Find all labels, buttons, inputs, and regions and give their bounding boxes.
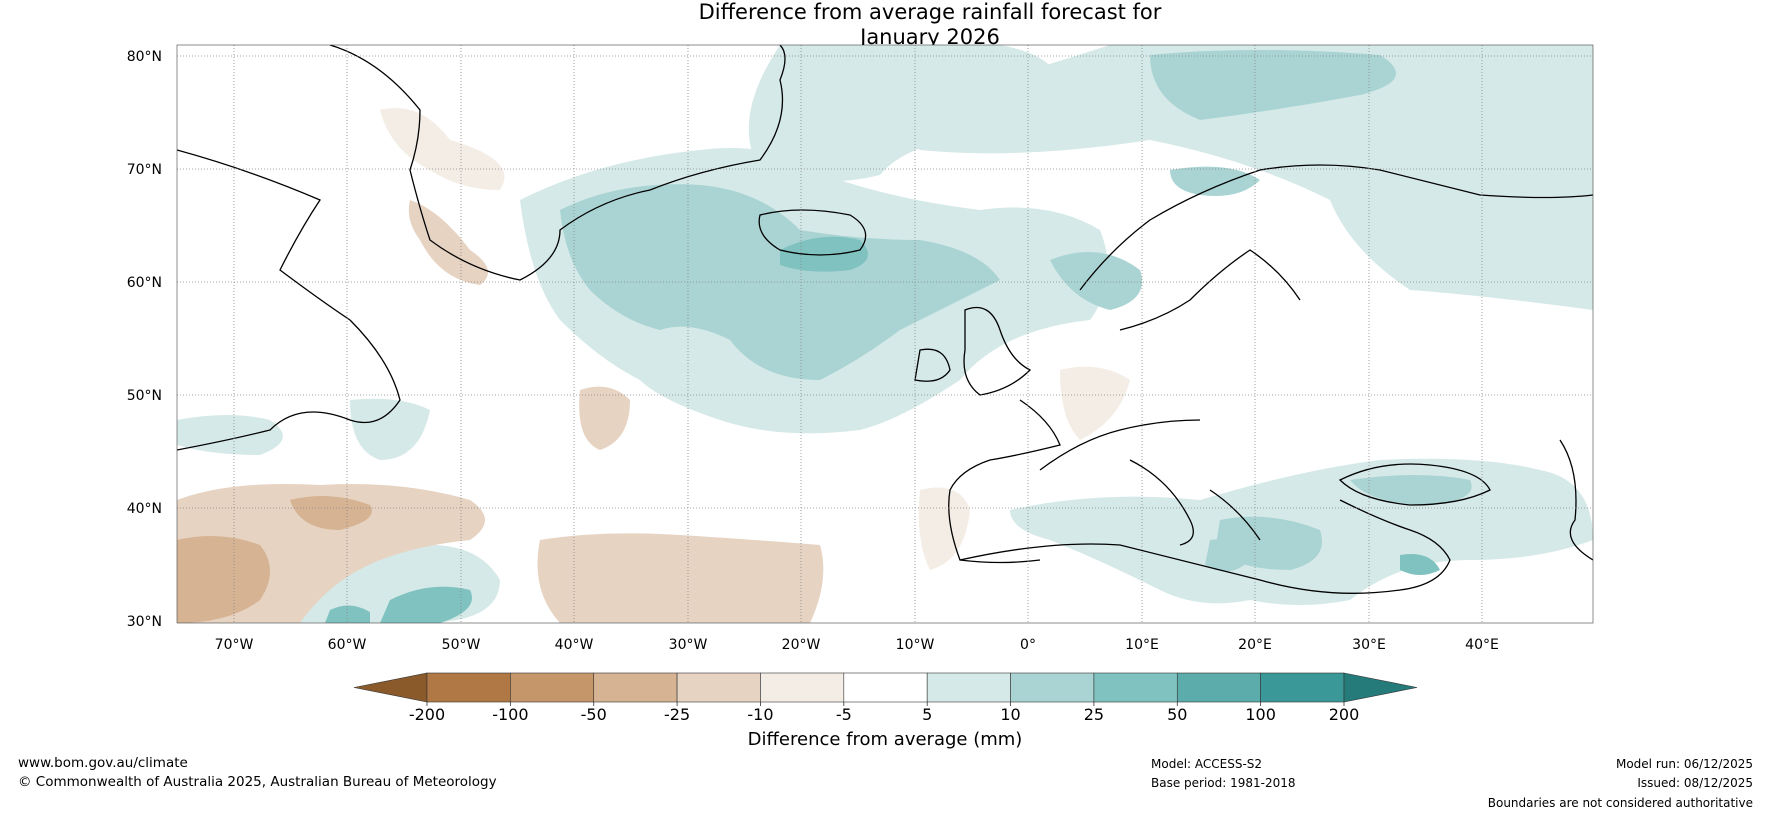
colorbar-box xyxy=(1260,672,1345,703)
lon-label-50w: 50°W xyxy=(442,637,481,653)
dry-region-france xyxy=(1060,366,1130,440)
colorbar-box xyxy=(760,672,845,703)
colorbar-tick-label: -10 xyxy=(747,705,773,724)
colorbar-tick-label: 25 xyxy=(1084,705,1104,724)
colorbar-box xyxy=(843,672,928,703)
footer-copyright: © Commonwealth of Australia 2025, Austra… xyxy=(18,774,497,790)
footer-model: Model: ACCESS-S2 xyxy=(1151,757,1263,771)
wet-region-norway xyxy=(1050,252,1142,310)
map-frame xyxy=(176,44,1594,624)
colorbar-tick-label: 100 xyxy=(1245,705,1276,724)
lon-label-40w: 40°W xyxy=(555,637,594,653)
colorbar-tick-label: 10 xyxy=(1000,705,1020,724)
coastline-europe-west xyxy=(948,399,1201,564)
footer-base-period: Base period: 1981-2018 xyxy=(1151,776,1296,790)
wet-region-aegean xyxy=(1205,475,1472,572)
coastline-iceland xyxy=(758,209,867,256)
colorbar-box xyxy=(1176,672,1261,703)
footer-website: www.bom.gov.au/climate xyxy=(18,755,188,771)
colorbar-arrow-high xyxy=(1343,672,1418,703)
coastline-canada xyxy=(177,149,401,451)
colorbar-arrow-low xyxy=(353,672,428,703)
lon-label-30e: 30°E xyxy=(1352,637,1386,653)
wet-region-arctic xyxy=(902,45,1593,310)
coastline-greenland xyxy=(329,45,786,281)
lat-label-40n: 40°N xyxy=(127,501,162,517)
lon-label-70w: 70°W xyxy=(215,637,254,653)
colorbar-box xyxy=(593,672,678,703)
colorbar-tick-label: -200 xyxy=(409,705,445,724)
colorbar-box xyxy=(1010,672,1095,703)
colorbar-tick-label: -25 xyxy=(664,705,690,724)
coastline-black-sea xyxy=(1338,463,1491,506)
wet-region-subtropical-west-core xyxy=(325,586,472,623)
colorbar-tick-label: 200 xyxy=(1329,705,1360,724)
lon-label-20e: 20°E xyxy=(1238,637,1272,653)
lat-label-80n: 80°N xyxy=(127,49,162,65)
lon-label-0: 0° xyxy=(1020,637,1036,653)
lat-labels: 80°N 70°N 60°N 50°N 40°N 30°N xyxy=(127,49,162,630)
colorbar-box xyxy=(1093,672,1178,703)
chart-title: Difference from average rainfall forecas… xyxy=(0,0,1770,50)
lat-label-50n: 50°N xyxy=(127,388,162,404)
footer-issued: Issued: 08/12/2025 xyxy=(1637,776,1753,790)
colorbar-tick-label: 5 xyxy=(922,705,932,724)
dry-region-central-atlantic xyxy=(537,533,824,623)
wet-region-barents xyxy=(1170,166,1260,196)
wet-region-greenland-sea xyxy=(748,45,1059,182)
colorbar: -200 -100 -50 -25 -10 -5 5 10 25 50 100 200 xyxy=(353,672,1418,724)
wet-region-labrador xyxy=(177,398,430,460)
colorbar-tick-label: -50 xyxy=(581,705,607,724)
footer-model-run: Model run: 06/12/2025 xyxy=(1615,757,1753,771)
coastline-caspian xyxy=(1559,439,1593,561)
colorbar-tick-label: -5 xyxy=(836,705,852,724)
dry-region-mid-atlantic xyxy=(579,386,630,450)
colorbar-box xyxy=(510,672,595,703)
coastlines xyxy=(177,45,1593,594)
lat-label-30n: 30°N xyxy=(127,614,162,630)
coastline-scandinavia xyxy=(1079,164,1593,331)
dry-region-greenland-south xyxy=(408,200,488,285)
dry-region-southwest-core xyxy=(177,496,372,623)
colorbar-label: Difference from average (mm) xyxy=(748,729,1023,750)
lat-label-60n: 60°N xyxy=(127,275,162,291)
lon-label-10w: 10°W xyxy=(896,637,935,653)
colorbar-tick-label: -100 xyxy=(492,705,528,724)
lon-label-20w: 20°W xyxy=(782,637,821,653)
lon-label-40e: 40°E xyxy=(1465,637,1499,653)
rainfall-anomaly-fields xyxy=(177,45,1593,623)
lon-label-60w: 60°W xyxy=(328,637,367,653)
lon-label-10e: 10°E xyxy=(1125,637,1159,653)
colorbar-box xyxy=(426,672,511,703)
coastline-mediterranean xyxy=(959,459,1451,594)
footer-disclaimer: Boundaries are not considered authoritat… xyxy=(1487,796,1753,810)
lon-label-30w: 30°W xyxy=(669,637,708,653)
lon-labels: 70°W 60°W 50°W 40°W 30°W 20°W 10°W 0° 10… xyxy=(215,637,1499,653)
dry-region-greenland-west xyxy=(380,108,505,190)
coastline-british-isles xyxy=(914,306,1032,396)
gridlines xyxy=(177,45,1593,623)
colorbar-box xyxy=(676,672,761,703)
wet-region-svalbard xyxy=(1150,50,1396,120)
title-line-1: Difference from average rainfall forecas… xyxy=(698,0,1162,24)
wet-region-levant xyxy=(1400,554,1440,575)
wet-region-iceland xyxy=(780,236,868,272)
colorbar-box xyxy=(926,672,1011,703)
colorbar-tick-label: 50 xyxy=(1167,705,1187,724)
lat-label-70n: 70°N xyxy=(127,162,162,178)
